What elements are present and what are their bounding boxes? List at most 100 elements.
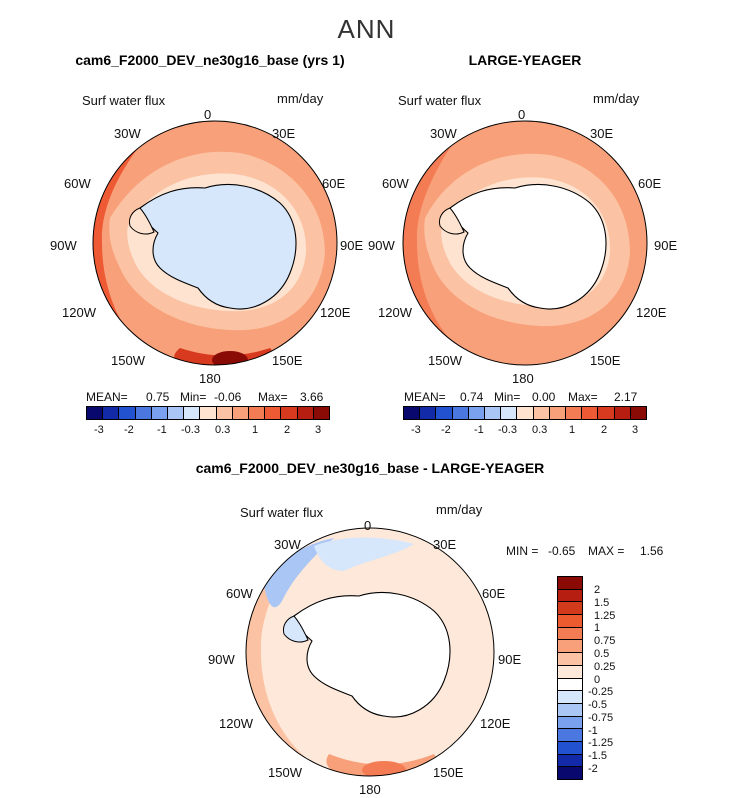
panel3-antarctica	[293, 591, 451, 718]
p3-cb-label: -1	[588, 725, 598, 737]
p2-cb-label: -1	[474, 424, 484, 436]
p3-max-label: MAX =	[588, 544, 625, 558]
p3-min-value: -0.65	[548, 544, 576, 558]
p2-lon-120e: 120E	[636, 305, 667, 320]
colorbar-swatch	[281, 407, 298, 419]
panel2-antarctica	[449, 183, 607, 310]
p3-lon-60e: 60E	[482, 586, 506, 601]
p1-lon-30e: 30E	[272, 126, 296, 141]
p2-lon-30w: 30W	[430, 126, 457, 141]
p1-min-value: -0.06	[214, 390, 242, 404]
colorbar-swatch	[135, 407, 152, 419]
p2-lon-0: 0	[518, 107, 526, 122]
panel1-peninsula	[129, 207, 155, 235]
panel1-polar-map	[92, 120, 338, 366]
p2-cb-label: -0.3	[498, 424, 517, 436]
p2-min-label: Min=	[494, 390, 521, 404]
p3-cb-label: -2	[588, 763, 598, 775]
panel3-peninsula	[283, 615, 309, 643]
panel2-colorbar	[403, 406, 647, 420]
figure-title: ANN	[337, 14, 396, 44]
p3-cb-label: 0	[594, 674, 601, 686]
p2-lon-90e: 90E	[654, 238, 678, 253]
panel2-title: LARGE-YEAGER	[468, 52, 582, 68]
colorbar-swatch	[313, 407, 330, 419]
p1-lon-150e: 150E	[272, 353, 303, 368]
colorbar-swatch	[558, 627, 582, 641]
colorbar-swatch	[566, 407, 583, 419]
panel2-variable: Surf water flux	[398, 93, 482, 108]
colorbar-swatch	[501, 407, 518, 419]
p2-lon-150e: 150E	[590, 353, 621, 368]
p3-min-label: MIN =	[506, 544, 539, 558]
p1-lon-120w: 120W	[62, 305, 96, 320]
p1-lon-0: 0	[204, 107, 212, 122]
colorbar-swatch	[168, 407, 185, 419]
panel3-polar-map	[245, 527, 495, 777]
colorbar-swatch	[558, 653, 582, 666]
colorbar-swatch	[558, 767, 582, 779]
colorbar-swatch	[558, 589, 582, 603]
panel2-map-border	[402, 120, 648, 366]
p3-lon-120w: 120W	[219, 716, 253, 731]
panel3-variable: Surf water flux	[240, 505, 324, 520]
colorbar-swatch	[558, 615, 582, 628]
panel3-map-border	[245, 527, 495, 777]
colorbar-swatch	[558, 577, 582, 590]
p2-cb-label: -3	[411, 424, 421, 436]
p2-lon-120w: 120W	[378, 305, 412, 320]
p2-max-label: Max=	[568, 390, 598, 404]
p3-cb-label: 0.25	[594, 661, 616, 673]
panel2-peninsula	[439, 207, 465, 235]
panel2-high-flux-west	[403, 133, 470, 358]
p1-lon-60e: 60E	[322, 176, 346, 191]
panel3-title: cam6_F2000_DEV_ne30g16_base - LARGE-YEAG…	[195, 460, 545, 476]
p3-cb-label: -0.5	[588, 699, 607, 711]
panel3-colorbar	[557, 576, 583, 780]
colorbar-swatch	[558, 678, 582, 692]
p3-cb-label: -0.75	[588, 712, 614, 724]
p1-mean-label: MEAN=	[86, 390, 128, 404]
colorbar-swatch	[558, 729, 582, 742]
colorbar-swatch	[533, 407, 550, 419]
colorbar-swatch	[452, 407, 469, 419]
p2-cb-label: 2	[601, 424, 608, 436]
p2-max-value: 2.17	[614, 390, 638, 404]
colorbar-swatch	[184, 407, 201, 419]
colorbar-swatch	[630, 407, 647, 419]
p2-cb-label: 1	[569, 424, 576, 436]
panel3-units: mm/day	[436, 502, 483, 517]
p3-lon-30e: 30E	[433, 537, 457, 552]
panel3-negative-southatlantic	[264, 538, 334, 608]
p3-lon-60w: 60W	[226, 586, 253, 601]
p3-cb-label: 0.5	[594, 648, 610, 660]
p3-cb-label: -1.25	[588, 737, 614, 749]
p1-lon-90w: 90W	[50, 238, 77, 253]
colorbar-swatch	[485, 407, 502, 419]
p1-lon-90e: 90E	[340, 238, 364, 253]
colorbar-swatch	[119, 407, 136, 419]
p3-cb-label: 2	[594, 584, 601, 596]
p3-cb-label: 0.75	[594, 635, 616, 647]
colorbar-swatch	[468, 407, 486, 419]
p1-max-label: Max=	[258, 390, 288, 404]
colorbar-swatch	[598, 407, 615, 419]
p1-cb-label: -1	[157, 424, 167, 436]
colorbar-swatch	[249, 407, 266, 419]
colorbar-swatch	[420, 407, 437, 419]
p3-lon-180: 180	[359, 782, 381, 797]
p3-lon-90w: 90W	[208, 652, 235, 667]
p3-lon-30w: 30W	[274, 537, 301, 552]
p2-lon-30e: 30E	[590, 126, 614, 141]
p2-lon-180: 180	[512, 371, 534, 386]
p2-cb-label: 0.3	[532, 424, 548, 436]
p2-cb-label: 3	[632, 424, 639, 436]
p1-cb-label: -0.3	[181, 424, 200, 436]
colorbar-swatch	[200, 407, 217, 419]
colorbar-swatch	[549, 407, 567, 419]
panel3-negative-weddell	[314, 537, 414, 571]
p3-cb-label: 1.25	[594, 610, 616, 622]
p3-cb-label: 1.5	[594, 597, 610, 609]
panel1-colorbar	[86, 406, 330, 420]
p1-lon-30w: 30W	[114, 126, 141, 141]
